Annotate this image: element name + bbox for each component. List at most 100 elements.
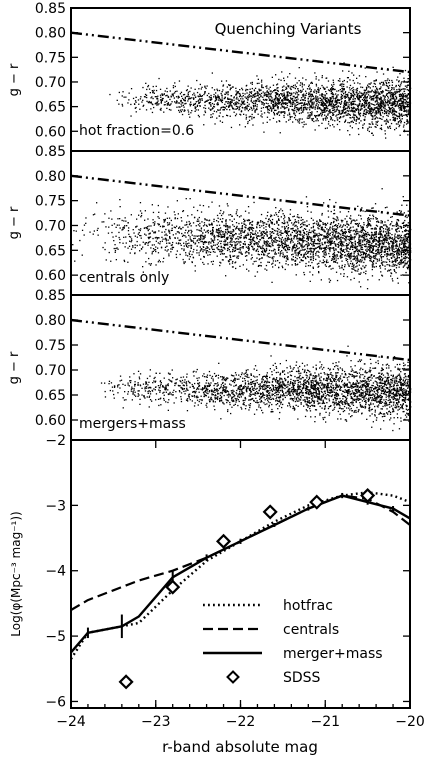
scatter-point [294, 264, 297, 266]
scatter-point [376, 117, 378, 119]
scatter-point [185, 224, 188, 226]
scatter-point [368, 249, 370, 251]
scatter-point [353, 89, 355, 91]
scatter-point [324, 222, 326, 225]
scatter-point [221, 97, 223, 99]
scatter-point [217, 229, 219, 231]
scatter-point [395, 229, 397, 231]
scatter-point [311, 119, 313, 122]
scatter-point [118, 91, 120, 94]
scatter-point [114, 250, 117, 252]
scatter-point [318, 271, 320, 273]
scatter-point [408, 226, 411, 228]
scatter-point [316, 234, 318, 237]
scatter-point [219, 112, 221, 114]
scatter-point [263, 103, 265, 105]
scatter-point [245, 90, 247, 92]
scatter-point [248, 219, 251, 222]
scatter-point [247, 98, 249, 101]
scatter-point [285, 98, 287, 100]
scatter-point [145, 252, 147, 254]
scatter-point [301, 90, 303, 92]
scatter-point [218, 89, 221, 92]
scatter-point [322, 100, 324, 102]
scatter-point [365, 264, 367, 267]
scatter-point [300, 219, 302, 221]
scatter-point [391, 237, 394, 239]
scatter-point [218, 96, 220, 98]
scatter-point [296, 258, 298, 260]
scatter-point [365, 252, 367, 254]
scatter-point [310, 93, 313, 95]
scatter-point [375, 238, 377, 241]
scatter-point [110, 210, 112, 212]
scatter-point [294, 100, 296, 102]
scatter-point [336, 95, 338, 97]
scatter-point [253, 244, 256, 246]
scatter-point [333, 242, 335, 244]
scatter-point [194, 88, 196, 90]
scatter-point [344, 224, 346, 227]
scatter-point [147, 218, 149, 220]
scatter-point [348, 264, 350, 266]
scatter-point [405, 103, 407, 105]
scatter-point [340, 236, 342, 238]
scatter-point [312, 256, 315, 258]
scatter-point [310, 82, 312, 84]
scatter-point [271, 244, 273, 246]
scatter-point [242, 92, 244, 95]
scatter-point [267, 245, 269, 247]
scatter-point [222, 109, 224, 111]
scatter-point [297, 101, 299, 103]
scatter-point [377, 251, 379, 254]
scatter-point [326, 102, 328, 104]
scatter-point [368, 104, 371, 107]
scatter-point [368, 218, 370, 220]
scatter-point [291, 105, 293, 107]
scatter-point [401, 88, 403, 91]
scatter-point [323, 236, 325, 238]
scatter-point [259, 264, 261, 267]
scatter-point [358, 273, 360, 275]
scatter-point [240, 232, 242, 235]
scatter-point [407, 260, 409, 263]
scatter-point [361, 92, 363, 95]
scatter-point [214, 100, 216, 102]
scatter-point [250, 236, 252, 239]
scatter-point [336, 255, 339, 257]
scatter-point [294, 115, 297, 117]
scatter-point [216, 117, 218, 119]
scatter-point [346, 235, 348, 237]
scatter-point [302, 236, 304, 238]
scatter-point [196, 249, 198, 251]
scatter-point [148, 237, 150, 240]
scatter-point [365, 241, 368, 243]
scatter-point [406, 119, 408, 121]
scatter-point [386, 258, 388, 260]
scatter-point [395, 272, 397, 274]
scatter-point [395, 258, 397, 260]
scatter-point [404, 264, 406, 266]
scatter-point [358, 104, 360, 107]
scatter-point [347, 95, 349, 97]
scatter-point [228, 231, 230, 233]
scatter-point [363, 261, 365, 264]
scatter-point [365, 273, 367, 275]
scatter-point [359, 102, 361, 104]
scatter-point [319, 107, 321, 109]
scatter-point [356, 94, 358, 96]
scatter-point [239, 236, 241, 238]
scatter-point [292, 229, 294, 231]
scatter-point [243, 218, 245, 220]
scatter-point [352, 113, 355, 115]
scatter-point [145, 109, 148, 111]
scatter-point [260, 213, 263, 216]
scatter-point [391, 89, 393, 91]
scatter-point [371, 132, 373, 134]
scatter-point [245, 250, 247, 253]
scatter-point [340, 99, 342, 101]
scatter-point [266, 234, 268, 236]
scatter-point [278, 95, 280, 97]
scatter-point [284, 243, 286, 245]
scatter-point [268, 218, 270, 221]
